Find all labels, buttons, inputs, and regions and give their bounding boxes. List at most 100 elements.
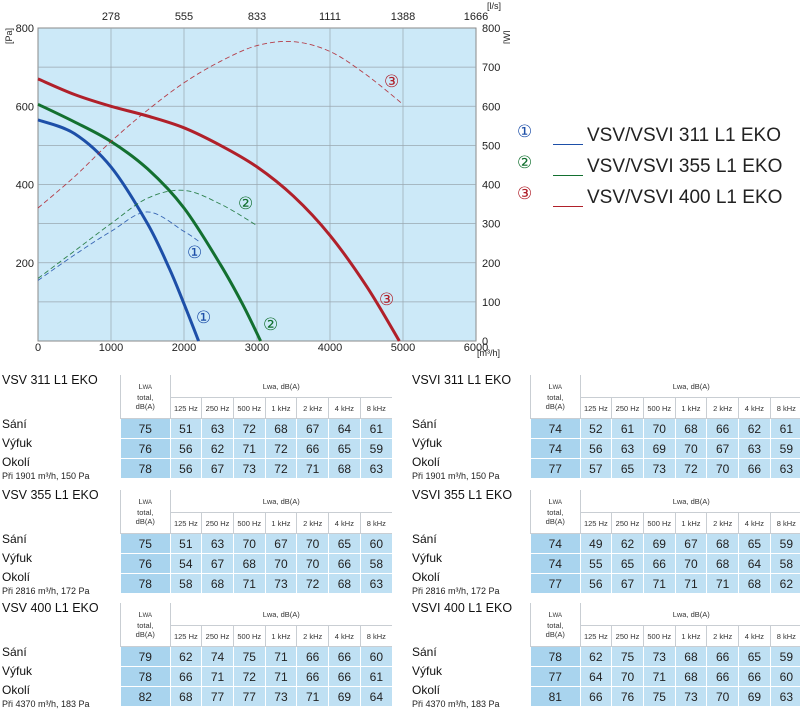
lwa-total-unit: dB(A) bbox=[546, 630, 565, 639]
x-bottom-tick-label: 3000 bbox=[245, 342, 269, 354]
lwa-total-cell: 77 bbox=[531, 574, 581, 594]
band-value-cell: 65 bbox=[329, 439, 361, 459]
lwa-total-cell: 77 bbox=[531, 667, 581, 687]
row-label: Okolí bbox=[412, 455, 440, 469]
band-value-cell: 59 bbox=[770, 647, 800, 667]
lwa-total-word: total, bbox=[137, 508, 153, 517]
band-value-cell: 68 bbox=[233, 554, 265, 574]
lwa-total-cell: 78 bbox=[121, 459, 171, 479]
x-bottom-tick-label: 5000 bbox=[391, 342, 415, 354]
x-top-unit: [l/s] bbox=[487, 1, 501, 11]
row-label: Sání bbox=[2, 417, 27, 431]
x-top-tick-label: 1666 bbox=[464, 11, 488, 23]
band-value-cell: 69 bbox=[329, 687, 361, 707]
band-value-cell: 62 bbox=[202, 439, 234, 459]
lwa-total-cell: 75 bbox=[121, 419, 171, 439]
y-right-tick-label: 0 bbox=[482, 336, 488, 348]
band-value-cell: 70 bbox=[612, 667, 644, 687]
band-header: 2 kHz bbox=[297, 513, 329, 534]
band-header: 125 Hz bbox=[580, 626, 612, 647]
band-header: 8 kHz bbox=[770, 626, 800, 647]
row-label: Výfuk bbox=[412, 664, 442, 678]
lwa-total-cell: 79 bbox=[121, 647, 171, 667]
band-value-cell: 55 bbox=[580, 554, 612, 574]
legend-label: VSV/VSVI 355 L1 EKO bbox=[587, 156, 782, 178]
table-title: VSV 355 L1 EKO bbox=[2, 488, 99, 502]
row-label: Sání bbox=[412, 417, 437, 431]
band-value-cell: 70 bbox=[265, 554, 297, 574]
operating-point-note: Při 2816 m³/h, 172 Pa bbox=[412, 586, 500, 596]
band-value-cell: 61 bbox=[612, 419, 644, 439]
band-value-cell: 66 bbox=[739, 459, 771, 479]
band-value-cell: 56 bbox=[170, 459, 202, 479]
band-header: 125 Hz bbox=[170, 398, 202, 419]
band-value-cell: 77 bbox=[233, 687, 265, 707]
band-value-cell: 73 bbox=[643, 459, 675, 479]
band-value-cell: 75 bbox=[612, 647, 644, 667]
band-header: 8 kHz bbox=[360, 513, 392, 534]
band-value-cell: 49 bbox=[580, 534, 612, 554]
band-value-cell: 71 bbox=[643, 667, 675, 687]
band-value-cell: 60 bbox=[360, 647, 392, 667]
band-value-cell: 67 bbox=[297, 419, 329, 439]
band-header: 500 Hz bbox=[233, 626, 265, 647]
band-value-cell: 68 bbox=[739, 574, 771, 594]
band-header: 1 kHz bbox=[675, 398, 707, 419]
band-value-cell: 75 bbox=[233, 647, 265, 667]
band-value-cell: 66 bbox=[297, 647, 329, 667]
x-bottom-tick-label: 0 bbox=[35, 342, 41, 354]
band-value-cell: 74 bbox=[202, 647, 234, 667]
band-header: 500 Hz bbox=[233, 513, 265, 534]
band-value-cell: 77 bbox=[202, 687, 234, 707]
lwa-total-cell: 74 bbox=[531, 439, 581, 459]
lwa-total-unit: dB(A) bbox=[546, 402, 565, 411]
band-header: 4 kHz bbox=[329, 626, 361, 647]
row-label: Okolí bbox=[2, 570, 30, 584]
table-title: VSVI 400 L1 EKO bbox=[412, 601, 512, 615]
band-value-cell: 69 bbox=[643, 534, 675, 554]
band-header: 1 kHz bbox=[675, 626, 707, 647]
band-header: 250 Hz bbox=[202, 626, 234, 647]
band-value-cell: 71 bbox=[643, 574, 675, 594]
band-value-cell: 51 bbox=[170, 534, 202, 554]
band-value-cell: 71 bbox=[297, 459, 329, 479]
operating-point-note: Při 2816 m³/h, 172 Pa bbox=[2, 586, 90, 596]
band-value-cell: 67 bbox=[612, 574, 644, 594]
band-header: 4 kHz bbox=[739, 513, 771, 534]
y-left-tick-label: 400 bbox=[16, 180, 34, 192]
band-value-cell: 62 bbox=[612, 534, 644, 554]
band-header: 250 Hz bbox=[612, 626, 644, 647]
lwa-total-word: total, bbox=[547, 621, 563, 630]
lwa-total-subscript: WA bbox=[553, 385, 562, 391]
band-header: 2 kHz bbox=[297, 626, 329, 647]
table-title: VSV 311 L1 EKO bbox=[2, 373, 98, 387]
band-value-cell: 75 bbox=[643, 687, 675, 707]
y-right-tick-label: 800 bbox=[482, 23, 500, 35]
x-top-tick-label: 1388 bbox=[391, 11, 415, 23]
operating-point-note: Při 4370 m³/h, 183 Pa bbox=[2, 699, 90, 709]
band-header: 125 Hz bbox=[580, 513, 612, 534]
band-value-cell: 63 bbox=[360, 574, 392, 594]
band-header: 8 kHz bbox=[360, 626, 392, 647]
band-value-cell: 60 bbox=[360, 534, 392, 554]
lwa-band-group-header: Lwa, dB(A) bbox=[170, 375, 392, 398]
lwa-total-cell: 76 bbox=[121, 439, 171, 459]
band-value-cell: 59 bbox=[360, 439, 392, 459]
band-value-cell: 72 bbox=[265, 459, 297, 479]
band-value-cell: 64 bbox=[580, 667, 612, 687]
y-right-tick-label: 400 bbox=[482, 180, 500, 192]
legend-label: VSV/VSVI 400 L1 EKO bbox=[587, 187, 782, 209]
band-value-cell: 60 bbox=[770, 667, 800, 687]
band-value-cell: 63 bbox=[612, 439, 644, 459]
